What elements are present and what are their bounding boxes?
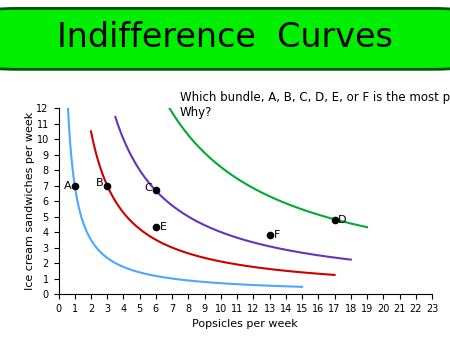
Text: Which bundle, A, B, C, D, E, or F is the most preferred?
Why?: Which bundle, A, B, C, D, E, or F is the… bbox=[180, 91, 450, 119]
Text: Indifference  Curves: Indifference Curves bbox=[57, 21, 393, 54]
X-axis label: Popsicles per week: Popsicles per week bbox=[193, 319, 298, 329]
Text: A: A bbox=[63, 180, 71, 191]
FancyBboxPatch shape bbox=[0, 8, 450, 69]
Y-axis label: Ice cream sandwiches per week: Ice cream sandwiches per week bbox=[25, 112, 35, 290]
Text: C: C bbox=[145, 183, 153, 193]
Text: E: E bbox=[160, 222, 167, 233]
Text: F: F bbox=[274, 230, 280, 240]
Text: D: D bbox=[338, 215, 346, 225]
Text: B: B bbox=[96, 178, 104, 188]
